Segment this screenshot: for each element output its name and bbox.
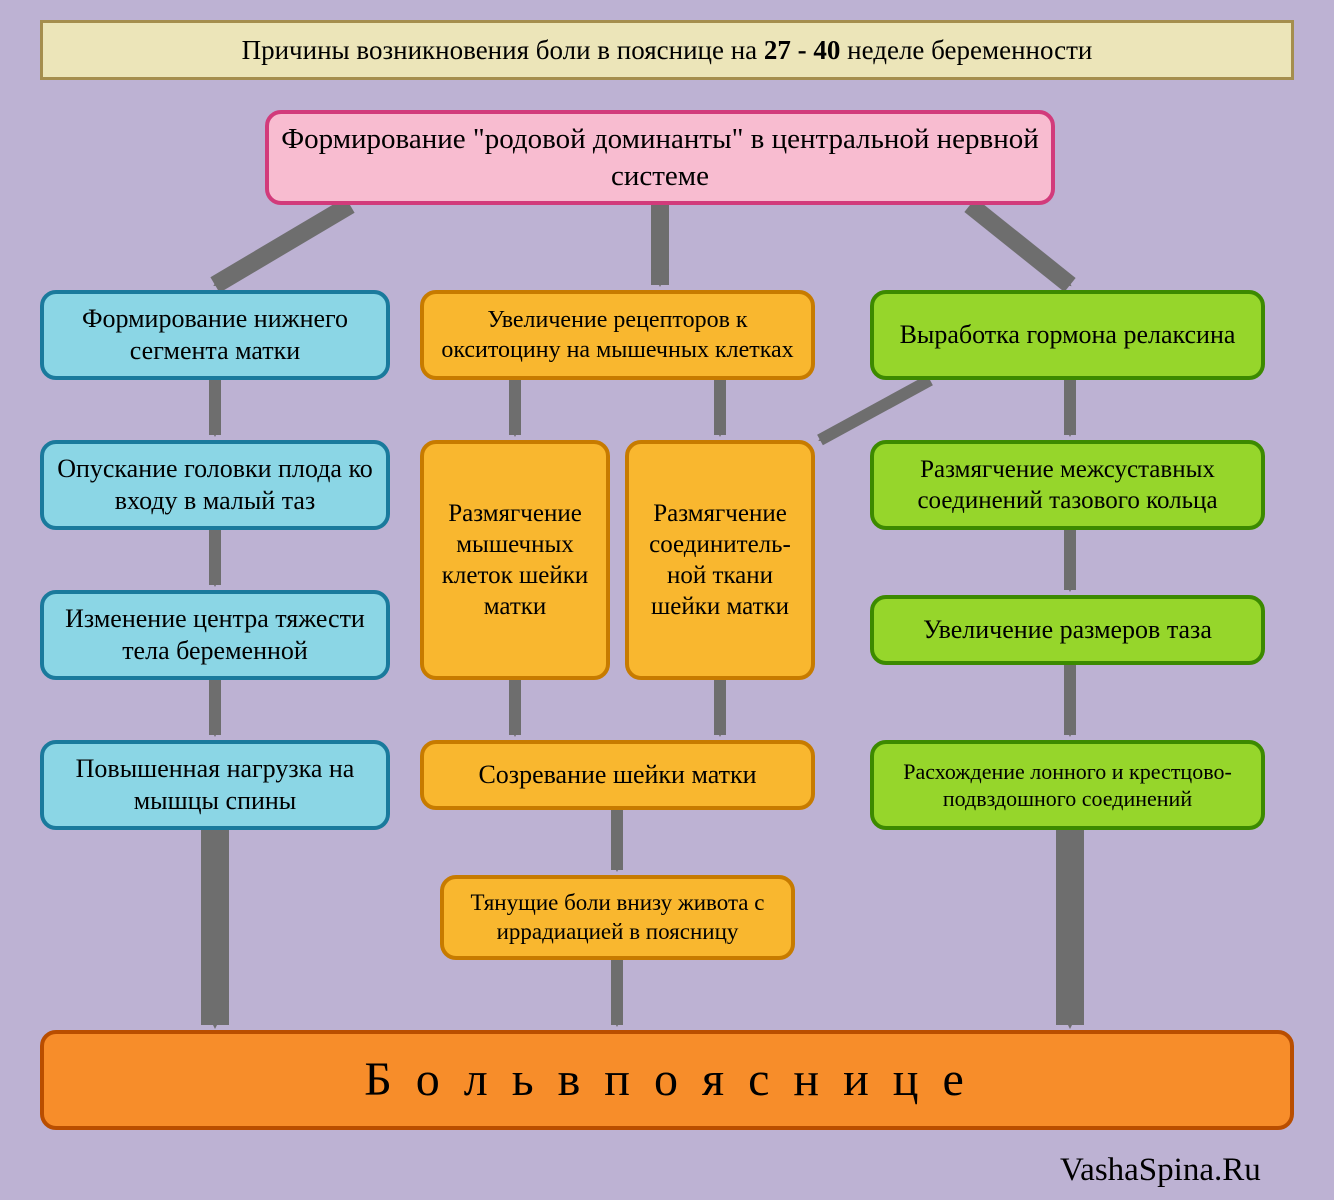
arrow-d1b [820, 380, 930, 440]
node-label: Формирование "родовой доминанты" в центр… [279, 121, 1041, 194]
node-label: Повышенная нагрузка на мышцы спины [54, 753, 376, 818]
node-blue2: Опускание головки плода ко входу в малый… [40, 440, 390, 530]
node-blue4: Повышенная нагрузка на мышцы спины [40, 740, 390, 830]
title-box: Причины возникновения боли в пояснице на… [40, 20, 1294, 80]
node-label: Б о л ь в п о я с н и ц е [364, 1050, 970, 1110]
node-green4: Расхождение лонного и крестцово-подвздош… [870, 740, 1265, 830]
flowchart-canvas: Причины возникновения боли в пояснице на… [0, 0, 1334, 1200]
node-label: Тянущие боли внизу живота с иррадиацией … [454, 889, 781, 947]
node-label: Созревание шейки матки [478, 759, 756, 792]
node-green3: Увеличение размеров таза [870, 595, 1265, 665]
node-orange3: Созревание шейки матки [420, 740, 815, 810]
node-orange4: Тянущие боли внизу живота с иррадиацией … [440, 875, 795, 960]
node-green1: Выработка гормона релаксина [870, 290, 1265, 380]
node-label: Размягчение межсуставных соединений тазо… [884, 454, 1251, 517]
node-label: Размягчение мышечных клеток шейки матки [434, 498, 596, 623]
node-root: Формирование "родовой доминанты" в центр… [265, 110, 1055, 205]
node-label: Расхождение лонного и крестцово-подвздош… [884, 758, 1251, 813]
node-label: Увеличение рецепторов к окситоцину на мы… [434, 305, 801, 365]
node-label: Увеличение размеров таза [923, 614, 1212, 647]
node-result: Б о л ь в п о я с н и ц е [40, 1030, 1294, 1130]
node-label: Выработка гормона релаксина [900, 319, 1236, 352]
title-text: Причины возникновения боли в пояснице на… [242, 35, 1093, 66]
watermark-text: VashaSpina.Ru [1060, 1152, 1261, 1189]
node-orange2a: Размягчение мышечных клеток шейки матки [420, 440, 610, 680]
node-blue3: Изменение центра тяжести тела беременной [40, 590, 390, 680]
arrow-a1 [215, 205, 350, 285]
node-label: Размягчение соединитель-ной ткани шейки … [639, 498, 801, 623]
node-label: Формирование нижнего сегмента матки [54, 303, 376, 368]
node-label: Изменение центра тяжести тела беременной [54, 603, 376, 668]
node-label: Опускание головки плода ко входу в малый… [54, 453, 376, 518]
arrow-a3 [970, 205, 1070, 285]
node-orange1: Увеличение рецепторов к окситоцину на мы… [420, 290, 815, 380]
node-green2: Размягчение межсуставных соединений тазо… [870, 440, 1265, 530]
node-orange2b: Размягчение соединитель-ной ткани шейки … [625, 440, 815, 680]
node-blue1: Формирование нижнего сегмента матки [40, 290, 390, 380]
